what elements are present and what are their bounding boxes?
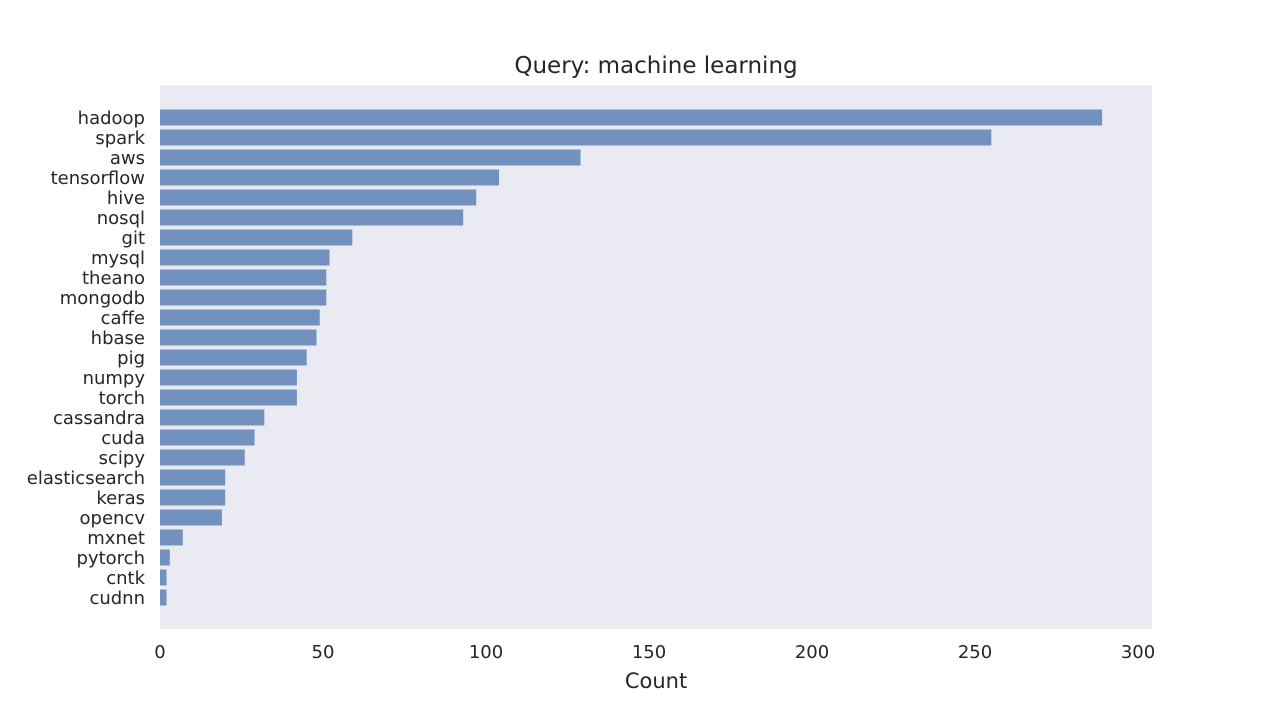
y-tick-label-mxnet: mxnet xyxy=(87,528,145,549)
bar-mysql xyxy=(160,249,330,266)
x-tick-label-0: 0 xyxy=(154,642,165,663)
bar-cassandra xyxy=(160,409,265,426)
y-tick-label-cudnn: cudnn xyxy=(89,588,145,609)
bar-hadoop xyxy=(160,109,1103,126)
y-tick-label-nosql: nosql xyxy=(97,208,145,229)
x-tick-label-50: 50 xyxy=(312,642,335,663)
bar-mxnet xyxy=(160,529,183,546)
bar-mongodb xyxy=(160,289,327,306)
y-tick-label-spark: spark xyxy=(95,128,145,149)
y-tick-label-numpy: numpy xyxy=(83,368,146,389)
x-tick-labels: 0 50 100 150 200 250 300 xyxy=(154,642,1155,663)
y-tick-label-aws: aws xyxy=(110,148,145,169)
y-tick-label-theano: theano xyxy=(82,268,145,289)
bar-opencv xyxy=(160,509,222,526)
bar-nosql xyxy=(160,209,464,226)
bar-aws xyxy=(160,149,581,166)
y-tick-label-git: git xyxy=(122,228,145,249)
bar-hbase xyxy=(160,329,317,346)
y-tick-labels: hadoopsparkawstensorflowhivenosqlgitmysq… xyxy=(27,108,146,609)
x-axis-label: Count xyxy=(625,669,687,693)
y-tick-label-hadoop: hadoop xyxy=(78,108,145,129)
plot-area xyxy=(160,85,1152,629)
bar-caffe xyxy=(160,309,320,326)
x-tick-label-100: 100 xyxy=(469,642,503,663)
y-tick-label-pig: pig xyxy=(117,348,145,369)
y-tick-label-tensorflow: tensorflow xyxy=(51,168,145,189)
bar-scipy xyxy=(160,449,245,466)
y-tick-label-cassandra: cassandra xyxy=(53,408,145,429)
bar-theano xyxy=(160,269,327,286)
bars xyxy=(160,109,1103,606)
chart-title: Query: machine learning xyxy=(514,53,797,79)
y-tick-label-opencv: opencv xyxy=(80,508,146,529)
y-tick-label-pytorch: pytorch xyxy=(77,548,145,569)
bar-elasticsearch xyxy=(160,469,226,486)
y-tick-label-keras: keras xyxy=(96,488,145,509)
y-tick-label-hbase: hbase xyxy=(91,328,145,349)
x-tick-label-300: 300 xyxy=(1121,642,1155,663)
y-tick-label-cntk: cntk xyxy=(106,568,145,589)
y-tick-label-elasticsearch: elasticsearch xyxy=(27,468,145,489)
y-tick-label-mysql: mysql xyxy=(91,248,145,269)
y-tick-label-scipy: scipy xyxy=(99,448,146,469)
bar-spark xyxy=(160,129,992,146)
bar-keras xyxy=(160,489,226,506)
y-tick-label-hive: hive xyxy=(107,188,145,209)
y-tick-label-cuda: cuda xyxy=(101,428,145,449)
bar-cuda xyxy=(160,429,255,446)
bar-pig xyxy=(160,349,307,366)
y-tick-label-mongodb: mongodb xyxy=(60,288,145,309)
bar-cntk xyxy=(160,569,167,586)
x-tick-label-200: 200 xyxy=(795,642,829,663)
y-tick-label-caffe: caffe xyxy=(101,308,145,329)
bar-torch xyxy=(160,389,297,406)
x-tick-label-250: 250 xyxy=(958,642,992,663)
bar-pytorch xyxy=(160,549,170,566)
bar-hive xyxy=(160,189,477,206)
bar-numpy xyxy=(160,369,297,386)
y-tick-label-torch: torch xyxy=(99,388,145,409)
bar-git xyxy=(160,229,353,246)
x-tick-label-150: 150 xyxy=(632,642,666,663)
bar-tensorflow xyxy=(160,169,500,186)
bar-cudnn xyxy=(160,589,167,606)
